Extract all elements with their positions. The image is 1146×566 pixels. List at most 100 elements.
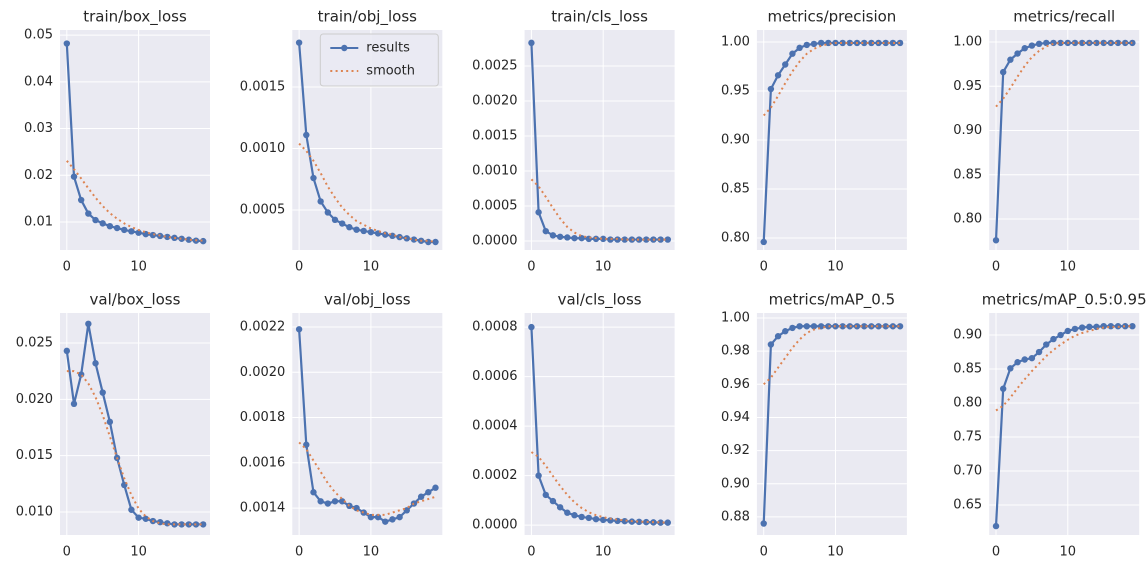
subplot: train/box_loss 0.01 0.02 0.03 0.04 0.05 0 10 <box>24 8 210 275</box>
subplot: val/obj_loss 0.0014 0.0016 0.0018 0.0020 0.00… <box>240 291 443 560</box>
y-tick-label: 0.0010 <box>240 141 286 156</box>
y-tick-label: 0.85 <box>953 167 982 182</box>
point <box>360 227 367 235</box>
point <box>621 236 628 243</box>
plot-content <box>992 322 1136 530</box>
y-tick-label: 0.65 <box>953 498 982 513</box>
point <box>164 520 171 527</box>
point <box>528 323 535 331</box>
point <box>303 131 310 139</box>
point <box>882 39 889 47</box>
x-tick-label: 0 <box>527 260 535 275</box>
x-tick-label: 0 <box>63 545 71 560</box>
point <box>1064 327 1071 335</box>
plot-area <box>524 313 675 535</box>
plot-area <box>292 313 443 535</box>
point <box>1028 42 1036 49</box>
point <box>571 234 578 242</box>
point <box>549 232 557 239</box>
point <box>635 236 643 243</box>
subplot: metrics/mAP_0.5 0.88 0.90 0.92 0.94 0.96 0.98 1… <box>721 291 907 560</box>
y-tick-label: 0.0015 <box>240 79 286 94</box>
point <box>542 491 549 499</box>
point <box>1093 39 1100 47</box>
y-tick-label: 0.0000 <box>472 518 518 533</box>
y-tick-label: 0.02 <box>24 168 53 183</box>
plot-content <box>63 40 207 245</box>
x-tick-label: 0 <box>992 260 1000 275</box>
point <box>635 518 643 526</box>
point <box>999 385 1007 392</box>
series-line <box>762 41 901 117</box>
y-tick-label: 0.90 <box>953 328 982 343</box>
point <box>657 236 664 243</box>
point <box>817 39 825 47</box>
point <box>782 328 789 335</box>
point <box>403 507 410 514</box>
plot-content <box>760 323 904 527</box>
point <box>178 235 185 242</box>
point <box>796 44 803 52</box>
y-tick-label: 0.85 <box>953 362 982 377</box>
point <box>657 519 664 526</box>
point <box>1035 40 1043 48</box>
point <box>199 521 207 528</box>
point <box>199 237 207 245</box>
subplot: train/obj_loss 0.0005 0.0010 0.0015 0 10 resul… <box>240 8 443 275</box>
y-tick-label: 0.0020 <box>472 93 518 108</box>
point <box>535 472 542 479</box>
point <box>789 324 796 332</box>
subplot: metrics/mAP_0.5:0.95 0.65 0.70 0.75 0.80 0.85… <box>953 291 1146 560</box>
point <box>1122 39 1129 47</box>
point <box>389 516 396 523</box>
point <box>1014 359 1021 366</box>
point <box>664 236 671 243</box>
subplot-title: train/box_loss <box>83 8 187 27</box>
point <box>846 39 854 47</box>
point <box>774 333 782 340</box>
point <box>324 209 332 216</box>
y-tick-label: 0.0020 <box>240 365 286 380</box>
point <box>353 226 360 233</box>
legend-label: results <box>366 41 410 56</box>
point <box>803 323 810 330</box>
point <box>896 39 904 47</box>
y-tick-label: 0.95 <box>721 83 750 98</box>
point <box>331 216 339 224</box>
y-tick-label: 0.88 <box>721 509 750 524</box>
point <box>896 323 904 330</box>
point <box>992 237 1000 244</box>
plot-content <box>295 39 439 246</box>
series-line <box>530 451 668 524</box>
plot-area <box>989 30 1140 250</box>
y-tick-label: 0.0002 <box>472 468 518 483</box>
point <box>310 489 317 496</box>
series-line <box>66 370 204 526</box>
point <box>99 220 106 227</box>
subplot-title: val/cls_loss <box>558 291 642 310</box>
x-tick-label: 10 <box>827 545 844 560</box>
point <box>839 39 846 47</box>
x-tick-label: 0 <box>63 260 71 275</box>
y-tick-label: 0.0005 <box>240 203 286 218</box>
point <box>106 418 114 426</box>
x-tick-label: 0 <box>760 260 768 275</box>
point <box>1043 341 1050 348</box>
subplot-title: train/obj_loss <box>318 8 417 27</box>
point <box>860 323 868 330</box>
point <box>99 389 106 396</box>
point <box>63 40 71 47</box>
y-tick-label: 0.90 <box>721 133 750 148</box>
point <box>331 498 339 505</box>
point <box>324 500 332 507</box>
point <box>367 228 375 236</box>
point <box>578 234 585 242</box>
point <box>556 233 564 240</box>
point <box>1028 354 1036 362</box>
point <box>317 198 324 205</box>
point <box>535 209 542 216</box>
point <box>121 226 128 234</box>
point <box>803 41 810 49</box>
point <box>810 40 818 48</box>
y-tick-label: 0.85 <box>721 182 750 197</box>
